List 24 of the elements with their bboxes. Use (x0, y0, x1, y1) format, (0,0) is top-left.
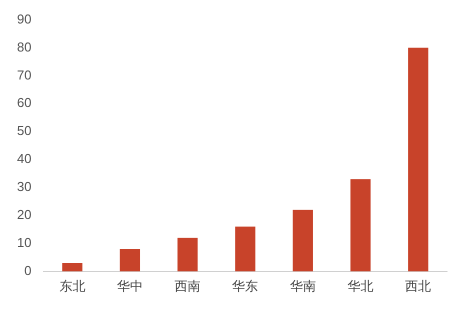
bar (120, 249, 140, 272)
y-tick-label: 20 (16, 207, 32, 222)
bar (177, 238, 198, 272)
x-tick-label: 华南 (290, 280, 316, 295)
bar (62, 263, 82, 272)
y-tick-label: 70 (16, 67, 32, 82)
x-tick-label: 西南 (174, 280, 201, 295)
x-tick-label: 东北 (59, 280, 86, 295)
x-tick-label: 西北 (405, 280, 432, 295)
bar (235, 226, 256, 272)
x-tick-label: 华中 (116, 280, 143, 295)
y-tick-label: 10 (16, 235, 32, 250)
y-tick-label: 30 (16, 179, 32, 194)
y-tick-label: 80 (16, 39, 32, 54)
y-tick-label: 40 (16, 151, 32, 166)
y-tick-label: 90 (16, 11, 32, 26)
y-tick-label: 50 (16, 123, 32, 138)
bar (292, 210, 313, 272)
x-tick-label: 华东 (232, 280, 258, 295)
y-tick-label: 0 (24, 262, 32, 278)
x-tick-label: 华北 (348, 280, 374, 295)
y-tick-label: 60 (16, 95, 32, 110)
bar (350, 179, 371, 272)
bar (408, 48, 428, 272)
